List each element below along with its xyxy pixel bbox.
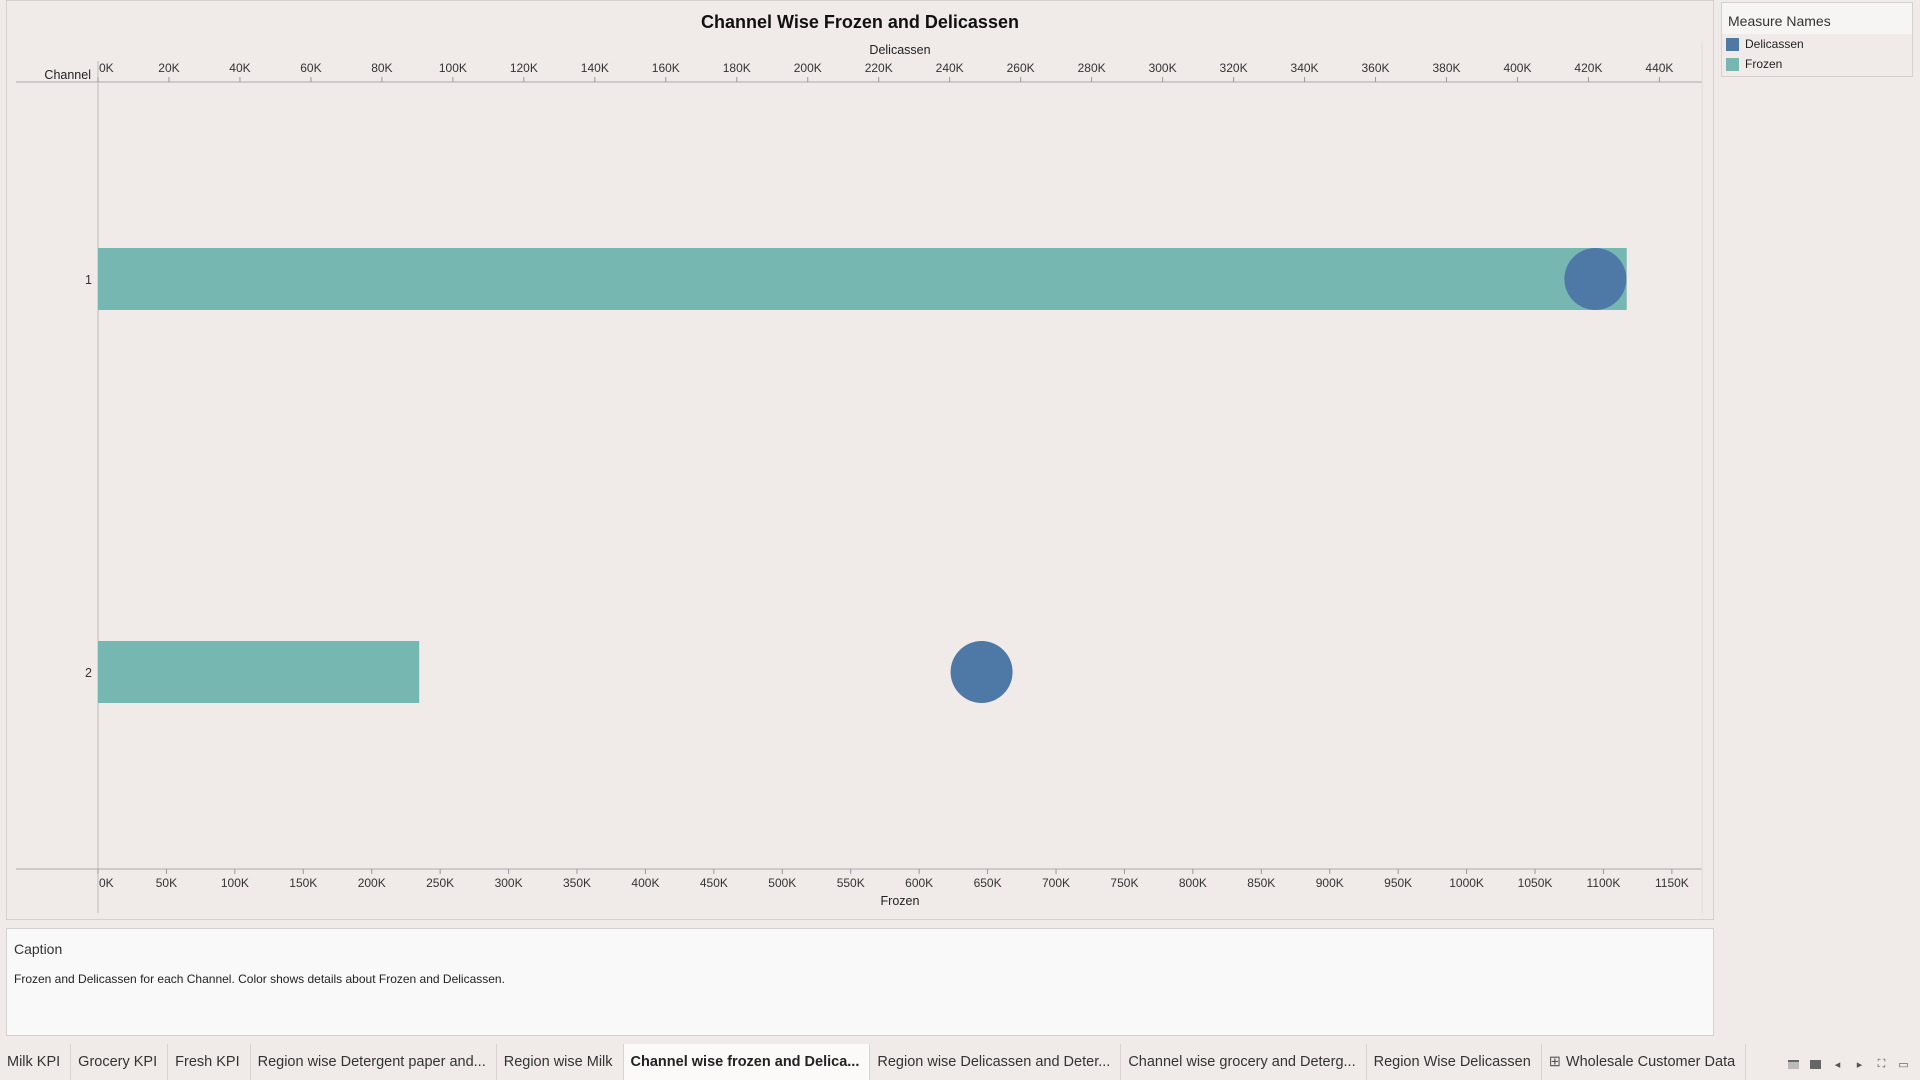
top-axis-tick-label: 380K bbox=[1432, 61, 1460, 75]
bottom-axis-tick-label: 950K bbox=[1384, 876, 1412, 890]
bottom-axis-tick-label: 1100K bbox=[1587, 876, 1621, 890]
bottom-axis-tick-label: 800K bbox=[1179, 876, 1207, 890]
legend-label-delicassen: Delicassen bbox=[1745, 37, 1804, 51]
top-axis-tick-label: 180K bbox=[723, 61, 751, 75]
legend-item-delicassen[interactable]: Delicassen bbox=[1722, 34, 1912, 54]
legend-title: Measure Names bbox=[1722, 3, 1912, 34]
sheet-nav-controls: ◂ ▸ ⛶ ▭ bbox=[1787, 1057, 1910, 1071]
tab-region-wise-milk[interactable]: Region wise Milk bbox=[497, 1044, 624, 1080]
tab-label: Region wise Delicassen and Deter... bbox=[877, 1054, 1111, 1070]
caption-title: Caption bbox=[14, 941, 63, 957]
tab-region-wise-delicassen-detergent[interactable]: Region wise Delicassen and Deter... bbox=[870, 1044, 1122, 1080]
bottom-axis-tick-label: 100K bbox=[221, 876, 249, 890]
top-axis-tick-label: 260K bbox=[1007, 61, 1035, 75]
filmstrip-icon[interactable] bbox=[1787, 1058, 1800, 1070]
next-sheet-icon[interactable]: ▸ bbox=[1856, 1058, 1863, 1071]
bottom-axis-tick-label: 0K bbox=[99, 876, 114, 890]
prev-sheet-icon[interactable]: ◂ bbox=[1834, 1058, 1841, 1071]
grid-view-icon[interactable] bbox=[1809, 1058, 1822, 1070]
legend-item-frozen[interactable]: Frozen bbox=[1722, 54, 1912, 74]
tab-label: Channel wise frozen and Delica... bbox=[630, 1054, 860, 1070]
tab-fresh-kpi[interactable]: Fresh KPI bbox=[168, 1044, 251, 1080]
row-header-channel: Channel bbox=[44, 68, 91, 82]
chart-panel: Channel Wise Frozen and Delicassen Delica… bbox=[6, 0, 1714, 920]
top-axis-tick-label: 320K bbox=[1220, 61, 1248, 75]
bottom-axis-tick-label: 550K bbox=[837, 876, 865, 890]
frozen-bar bbox=[98, 641, 420, 703]
tab-label: Fresh KPI bbox=[175, 1054, 240, 1070]
bottom-axis-tick-label: 600K bbox=[905, 876, 933, 890]
top-axis-title: Delicassen bbox=[869, 43, 930, 57]
tab-label: Grocery KPI bbox=[78, 1054, 158, 1070]
tab-channel-wise-frozen-delicassen[interactable]: Channel wise frozen and Delica... bbox=[623, 1044, 871, 1080]
top-axis-tick-label: 340K bbox=[1291, 61, 1319, 75]
top-axis-tick-label: 280K bbox=[1078, 61, 1106, 75]
top-axis-tick-label: 360K bbox=[1362, 61, 1390, 75]
top-axis-tick-label: 140K bbox=[581, 61, 609, 75]
bottom-axis-tick-label: 900K bbox=[1316, 876, 1344, 890]
sheet-tab-bar: Milk KPI Grocery KPI Fresh KPI Region wi… bbox=[0, 1044, 1920, 1080]
top-axis-tick-label: 420K bbox=[1574, 61, 1602, 75]
caption-panel: Caption Frozen and Delicassen for each C… bbox=[6, 928, 1714, 1036]
bottom-axis-tick-label: 150K bbox=[289, 876, 317, 890]
tab-label: Channel wise grocery and Deterg... bbox=[1128, 1054, 1356, 1070]
top-axis-tick-label: 60K bbox=[300, 61, 321, 75]
caption-text: Frozen and Delicassen for each Channel. … bbox=[14, 972, 505, 986]
top-axis-tick-label: 80K bbox=[371, 61, 392, 75]
top-axis-tick-label: 400K bbox=[1503, 61, 1531, 75]
legend-label-frozen: Frozen bbox=[1745, 57, 1783, 71]
tab-label: Milk KPI bbox=[7, 1054, 61, 1070]
legend[interactable]: Measure Names Delicassen Frozen bbox=[1721, 2, 1913, 77]
delicassen-circle bbox=[950, 641, 1013, 703]
bottom-axis-tick-label: 750K bbox=[1110, 876, 1138, 890]
tab-wholesale-customer-data[interactable]: ⊞ Wholesale Customer Data bbox=[1542, 1044, 1747, 1080]
top-axis-tick-label: 300K bbox=[1149, 61, 1177, 75]
channel-label: 1 bbox=[85, 273, 92, 287]
top-axis-tick-label: 20K bbox=[158, 61, 179, 75]
bottom-axis-tick-label: 300K bbox=[495, 876, 523, 890]
bottom-axis-tick-label: 400K bbox=[631, 876, 659, 890]
top-axis-tick-label: 240K bbox=[936, 61, 964, 75]
grid-icon: ⊞ bbox=[1548, 1054, 1561, 1070]
presentation-icon[interactable]: ▭ bbox=[1898, 1058, 1909, 1071]
bottom-axis-tick-label: 350K bbox=[563, 876, 591, 890]
bottom-axis-tick-label: 1150K bbox=[1655, 876, 1689, 890]
bottom-axis-tick-label: 50K bbox=[156, 876, 177, 890]
tab-label: Region wise Milk bbox=[503, 1054, 613, 1070]
bottom-axis-tick-label: 650K bbox=[974, 876, 1002, 890]
tab-region-wise-delicassen[interactable]: Region Wise Delicassen bbox=[1367, 1044, 1542, 1080]
channel-label: 2 bbox=[85, 666, 92, 680]
top-axis-tick-label: 440K bbox=[1645, 61, 1673, 75]
bottom-axis-tick-label: 500K bbox=[768, 876, 796, 890]
delicassen-circle bbox=[1564, 248, 1627, 310]
legend-swatch-delicassen bbox=[1726, 37, 1739, 51]
bottom-axis-tick-label: 200K bbox=[358, 876, 386, 890]
frozen-bar bbox=[98, 248, 1627, 310]
fullscreen-icon[interactable]: ⛶ bbox=[1877, 1057, 1886, 1070]
top-axis-tick-label: 160K bbox=[652, 61, 680, 75]
chart-svg[interactable]: Channel Wise Frozen and Delicassen Delica… bbox=[7, 1, 1713, 919]
bottom-axis-tick-label: 1000K bbox=[1449, 876, 1484, 890]
tab-label: Wholesale Customer Data bbox=[1565, 1054, 1736, 1070]
top-axis-tick-label: 100K bbox=[439, 61, 467, 75]
tab-grocery-kpi[interactable]: Grocery KPI bbox=[71, 1044, 169, 1080]
top-axis-tick-label: 220K bbox=[865, 61, 893, 75]
top-axis-tick-label: 40K bbox=[229, 61, 250, 75]
bottom-axis-tick-label: 250K bbox=[426, 876, 454, 890]
tab-label: Region Wise Delicassen bbox=[1373, 1054, 1531, 1070]
top-axis-tick-label: 200K bbox=[794, 61, 822, 75]
chart-title: Channel Wise Frozen and Delicassen bbox=[701, 12, 1019, 32]
tab-label: Region wise Detergent paper and... bbox=[257, 1054, 486, 1070]
bottom-axis-tick-label: 450K bbox=[700, 876, 728, 890]
tab-milk-kpi[interactable]: Milk KPI bbox=[0, 1044, 72, 1080]
top-axis-tick-label: 0K bbox=[99, 61, 114, 75]
tab-region-wise-detergent-paper[interactable]: Region wise Detergent paper and... bbox=[251, 1044, 497, 1080]
bottom-axis-tick-label: 1050K bbox=[1518, 876, 1553, 890]
top-axis-tick-label: 120K bbox=[510, 61, 538, 75]
bottom-axis-title: Frozen bbox=[881, 894, 920, 908]
tab-channel-wise-grocery-detergent[interactable]: Channel wise grocery and Deterg... bbox=[1121, 1044, 1367, 1080]
bottom-axis-tick-label: 850K bbox=[1247, 876, 1275, 890]
bottom-axis-tick-label: 700K bbox=[1042, 876, 1070, 890]
legend-swatch-frozen bbox=[1726, 57, 1739, 71]
